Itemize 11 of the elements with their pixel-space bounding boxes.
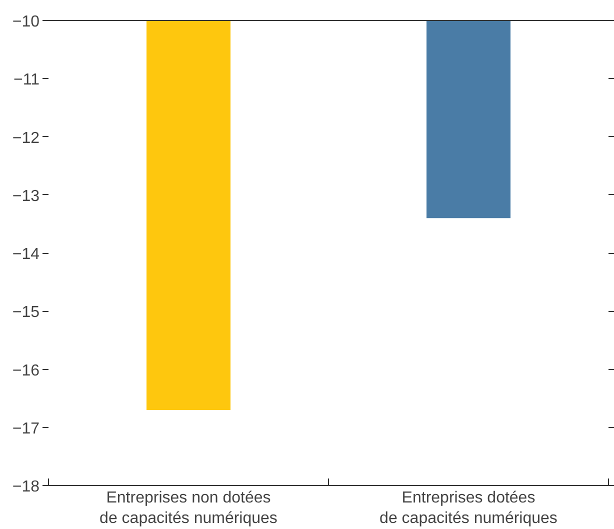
y-tick-label: −15 <box>12 304 40 322</box>
y-tick-label: −14 <box>12 246 40 263</box>
y-tick-label: −18 <box>12 478 40 496</box>
y-tick-label: −11 <box>14 72 40 89</box>
y-tick-label: −17 <box>12 420 40 438</box>
y-tick-label: −12 <box>12 130 40 147</box>
y-tick-label: −16 <box>12 362 40 380</box>
x-tick-label: Entreprises non dotées de capacités numériques <box>100 490 278 527</box>
x-tick-label: Entreprises dotées de capacités numériques <box>380 490 558 527</box>
y-tick-label: −10 <box>12 14 40 30</box>
y-tick-label: −13 <box>12 188 40 205</box>
